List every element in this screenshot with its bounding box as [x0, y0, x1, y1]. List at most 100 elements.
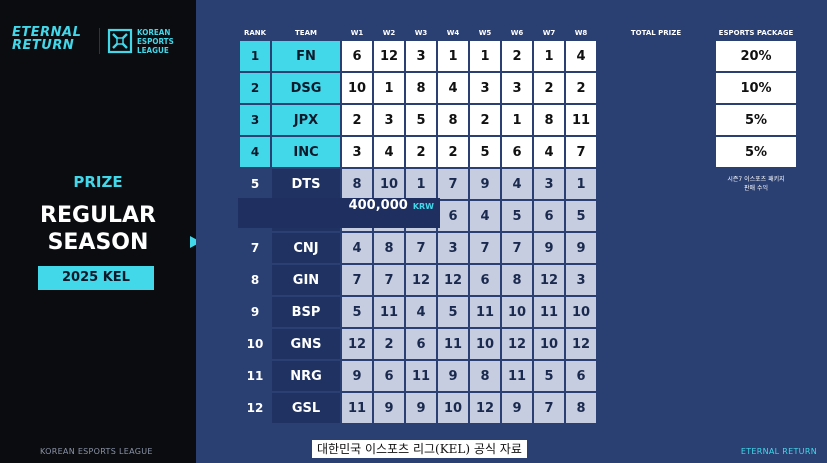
week-rank-cell: 3: [566, 265, 596, 295]
week-rank-cell: 3: [374, 105, 404, 135]
week-rank-cell: 3: [342, 137, 372, 167]
week-rank-cell: 11: [342, 393, 372, 423]
season-title: REGULAR SEASON: [40, 203, 156, 255]
week-rank-cell: 6: [406, 329, 436, 359]
pointer-arrow-icon: [190, 236, 201, 248]
week-rank-cell: 12: [566, 329, 596, 359]
week-rank-cell: 2: [502, 41, 532, 71]
rank-cell: 8: [240, 265, 270, 295]
week-rank-cell: 9: [566, 233, 596, 263]
esports-package-cell: 20%: [716, 41, 796, 71]
table-row: 2DSG1018433225,900,000KRW10%: [238, 73, 796, 228]
header-team: TEAM: [295, 29, 317, 37]
week-rank-cell: 10: [534, 329, 564, 359]
header-week: W4: [446, 29, 460, 37]
empty-package-cell: [716, 265, 796, 295]
table-row: 12 GSL 11 9 9 10 12 9 7 8 400,000 KRW: [238, 198, 796, 423]
rank-cell: 1: [240, 41, 270, 71]
week-rank-cell: 5: [566, 201, 596, 231]
header-week: W3: [414, 29, 428, 37]
empty-package-cell: [716, 201, 796, 231]
week-rank-cell: 2: [470, 105, 500, 135]
week-rank-cell: 10: [342, 73, 372, 103]
kel-logo-text: KOREAN ESPORTS LEAGUE: [137, 28, 174, 55]
week-rank-cell: 7: [534, 393, 564, 423]
total-prize-cell: 400,000 KRW: [238, 198, 440, 228]
rank-cell: 3: [240, 105, 270, 135]
week-rank-cell: 7: [342, 265, 372, 295]
week-rank-cell: 8: [374, 233, 404, 263]
team-cell: JPX: [272, 105, 340, 135]
week-rank-cell: 1: [534, 41, 564, 71]
logo-divider: [99, 28, 100, 54]
week-rank-cell: 4: [342, 233, 372, 263]
team-cell: GSL: [272, 393, 340, 423]
week-rank-cell: 5: [438, 297, 468, 327]
rank-cell: 5: [240, 169, 270, 199]
empty-package-cell: [716, 393, 796, 423]
week-rank-cell: 10: [438, 393, 468, 423]
week-rank-cell: 9: [342, 361, 372, 391]
week-rank-cell: 12: [438, 265, 468, 295]
footer-league-name: KOREAN ESPORTS LEAGUE: [40, 447, 153, 456]
esports-package-cell: 5%: [716, 105, 796, 135]
week-rank-cell: 10: [566, 297, 596, 327]
week-rank-cell: 6: [374, 361, 404, 391]
week-rank-cell: 4: [438, 73, 468, 103]
week-rank-cell: 6: [438, 201, 468, 231]
header-week: W5: [478, 29, 492, 37]
week-rank-cell: 4: [374, 137, 404, 167]
rank-cell: 9: [240, 297, 270, 327]
week-rank-cell: 1: [566, 169, 596, 199]
footer-game-name: ETERNAL RETURN: [740, 447, 817, 456]
week-rank-cell: 6: [534, 201, 564, 231]
week-rank-cell: 10: [374, 169, 404, 199]
week-rank-cell: 9: [406, 393, 436, 423]
prize-table: RANK TEAM W1 W2 W3 W4 W5 W6 W7 W8 TOTAL …: [238, 25, 798, 425]
team-cell: FN: [272, 41, 340, 71]
week-rank-cell: 1: [374, 73, 404, 103]
week-rank-cell: 8: [406, 73, 436, 103]
currency-label: KRW: [412, 202, 434, 211]
team-cell: GIN: [272, 265, 340, 295]
week-rank-cell: 5: [406, 105, 436, 135]
header-week: W8: [574, 29, 588, 37]
week-rank-cell: 8: [438, 105, 468, 135]
week-rank-cell: 8: [342, 169, 372, 199]
header-week: W1: [350, 29, 364, 37]
rank-cell: 2: [240, 73, 270, 103]
week-rank-cell: 12: [470, 393, 500, 423]
header-esports-package: ESPORTS PACKAGE: [718, 29, 794, 37]
week-rank-cell: 3: [502, 73, 532, 103]
esports-package-cell: 10%: [716, 73, 796, 103]
week-rank-cell: 7: [566, 137, 596, 167]
week-rank-cell: 8: [502, 265, 532, 295]
week-rank-cell: 2: [534, 73, 564, 103]
week-rank-cell: 2: [342, 105, 372, 135]
week-rank-cell: 2: [374, 329, 404, 359]
week-rank-cell: 7: [470, 233, 500, 263]
table-row: 1FN6123112147,200,000KRW20%: [238, 41, 796, 228]
week-rank-cell: 3: [470, 73, 500, 103]
header-rank: RANK: [243, 29, 267, 37]
eternal-return-logo: ETERNAL RETURN: [12, 25, 82, 53]
week-rank-cell: 11: [374, 297, 404, 327]
week-rank-cell: 2: [406, 137, 436, 167]
week-rank-cell: 5: [502, 201, 532, 231]
week-rank-cell: 11: [534, 297, 564, 327]
week-rank-cell: 1: [470, 41, 500, 71]
empty-package-cell: [716, 329, 796, 359]
week-rank-cell: 8: [470, 361, 500, 391]
table-header-row: RANK TEAM W1 W2 W3 W4 W5 W6 W7 W8 TOTAL …: [240, 27, 796, 39]
week-rank-cell: 4: [534, 137, 564, 167]
week-rank-cell: 12: [502, 329, 532, 359]
week-rank-cell: 1: [406, 169, 436, 199]
prize-label: PRIZE: [73, 173, 123, 191]
week-rank-cell: 4: [406, 297, 436, 327]
week-rank-cell: 11: [406, 361, 436, 391]
